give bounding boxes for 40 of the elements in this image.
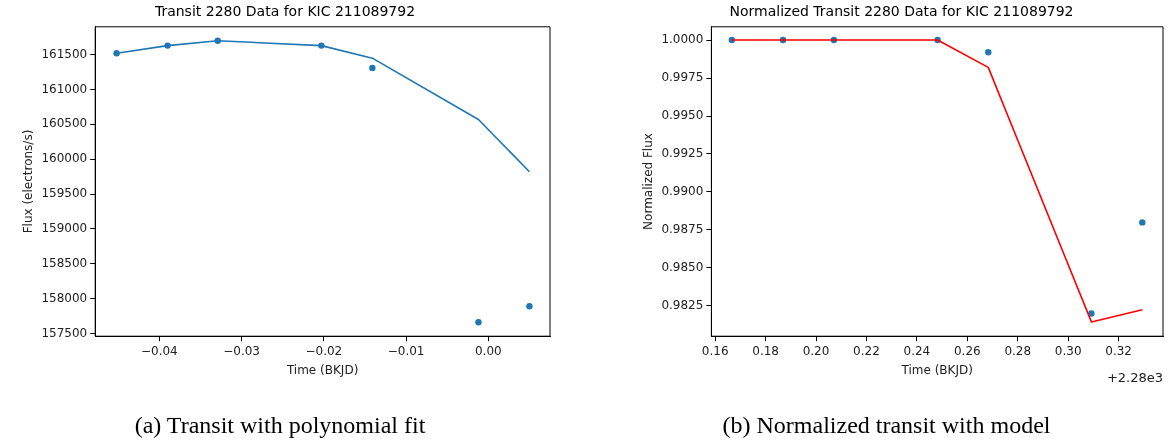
text: (a) Transit with polynomial fit [133, 412, 427, 439]
x-axis-title: Time (BKJD) [900, 362, 973, 377]
y-tick-label: 0.9825 [661, 298, 704, 313]
y-tick-label: 161000 [41, 81, 88, 96]
y-tick-label: 0.9925 [661, 146, 704, 161]
y-tick-label: 157500 [41, 325, 88, 340]
y-tick-label: 160500 [41, 116, 88, 131]
y-tick-label: 158500 [41, 255, 88, 270]
x-tick-label: 0.00 [474, 343, 502, 358]
x-tick-label: 0.16 [701, 343, 729, 358]
x-tick-label: 0.20 [802, 343, 830, 358]
text: +2.28e3 [1106, 370, 1163, 386]
x-tick-label: 0.18 [752, 343, 779, 358]
y-tick-label: 0.9900 [661, 184, 704, 199]
y-tick-label: 159500 [41, 186, 88, 201]
y-tick-label: 0.9950 [661, 108, 704, 123]
y-axis-title: Normalized Flux [641, 133, 656, 230]
y-axis-title: Flux (electrons/s) [21, 129, 36, 234]
chart-title: Transit 2280 Data for KIC 211089792 [153, 3, 416, 20]
x-tick-label: 0.32 [1105, 343, 1132, 358]
x-tick-label: 0.26 [953, 343, 981, 358]
x-tick-label: 0.28 [1004, 343, 1032, 358]
y-tick-label: 161500 [41, 46, 88, 61]
text: (b) Normalized transit with model [721, 412, 1052, 439]
y-tick-label: 0.9875 [661, 222, 704, 237]
x-tick-label: −0.01 [387, 343, 425, 358]
chart-title: Normalized Transit 2280 Data for KIC 211089792 [729, 3, 1074, 20]
x-tick-label: 0.30 [1054, 343, 1082, 358]
y-tick-label: 1.0000 [661, 32, 704, 47]
x-axis-title: Time (BKJD) [285, 362, 359, 377]
x-tick-label: 0.22 [853, 343, 880, 358]
x-tick-label: −0.03 [223, 343, 260, 358]
x-tick-label: −0.02 [305, 343, 343, 358]
x-tick-label: −0.04 [140, 343, 178, 358]
y-tick-label: 0.9975 [661, 70, 704, 85]
y-tick-label: 0.9850 [661, 260, 704, 275]
y-tick-label: 160000 [41, 151, 88, 166]
y-tick-label: 159000 [41, 221, 88, 236]
y-tick-label: 158000 [41, 290, 88, 305]
x-tick-label: 0.24 [903, 343, 931, 358]
